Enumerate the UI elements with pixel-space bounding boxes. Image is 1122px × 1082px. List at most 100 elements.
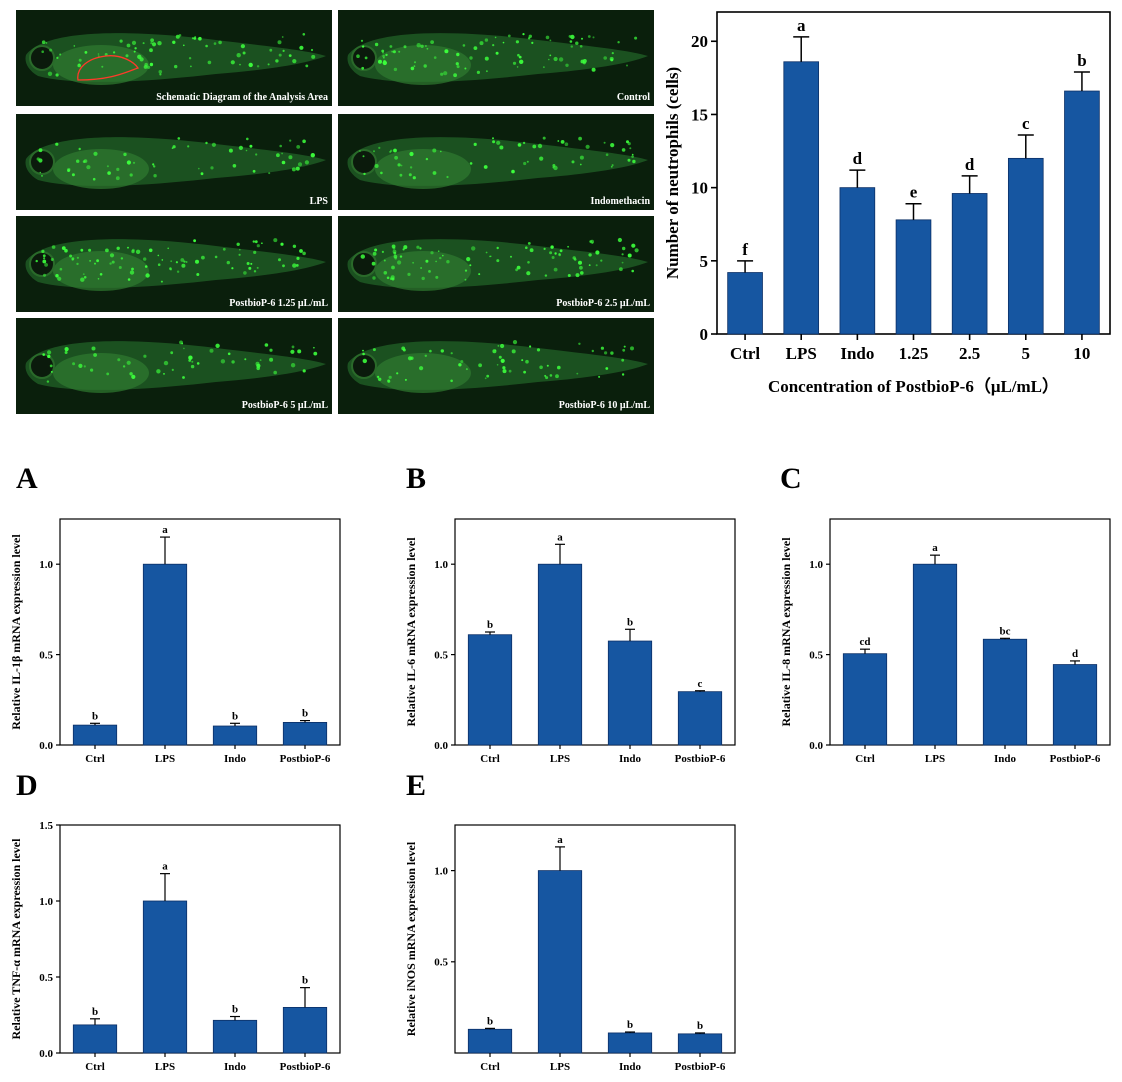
y-axis-label: Relative IL-1β mRNA expression level (9, 534, 23, 730)
y-axis-label: Relative TNF-α mRNA expression level (9, 838, 23, 1040)
y-tick-label: 15 (691, 105, 708, 124)
y-tick-label: 0 (700, 325, 709, 344)
x-tick-label: 2.5 (959, 344, 980, 363)
significance-label: b (697, 1020, 703, 1032)
y-axis-label: Number of neutrophils (cells) (663, 67, 682, 279)
larva-eye (29, 251, 55, 277)
significance-label: b (92, 1006, 98, 1018)
significance-label: c (1022, 114, 1030, 133)
y-tick-label: 0.0 (434, 740, 448, 752)
y-axis-label: Relative iNOS mRNA expression level (404, 841, 418, 1036)
bar-lps (912, 563, 958, 746)
tnfa-expression-chart: 0.0 0.5 1.0 1.5 b Ctrl a LPS b Indo b PostbioP-6 Rel… (9, 820, 341, 1073)
micrograph-label: Indomethacin (591, 196, 651, 207)
larva-yolk (375, 149, 471, 189)
significance-label: cd (860, 636, 871, 648)
neutrophil-spots (35, 238, 306, 283)
analysis-area-outline (77, 55, 140, 81)
bar-1.25 (895, 219, 932, 335)
bar-postbiop-6 (677, 691, 723, 746)
bar-5 (1007, 157, 1044, 335)
bar-postbiop-6 (282, 721, 328, 746)
y-tick-label: 20 (691, 32, 708, 51)
y-tick-label: 0.5 (434, 957, 448, 969)
significance-label: b (302, 708, 308, 720)
y-tick-label: 0.0 (39, 1048, 53, 1060)
x-tick-label: PostbioP-6 (280, 1061, 331, 1073)
micrograph-3: LPS (16, 114, 332, 210)
plot-frame (59, 824, 341, 1054)
x-tick-label: Ctrl (855, 753, 875, 765)
bar-postbiop-6 (1052, 664, 1098, 746)
x-tick-label: Ctrl (480, 753, 500, 765)
significance-label: b (487, 619, 493, 631)
significance-label: b (487, 1015, 493, 1027)
x-tick-label: Indo (994, 753, 1017, 765)
significance-label: a (557, 531, 563, 543)
micrograph-label: PostbioP-6 10 μL/mL (559, 400, 651, 411)
x-tick-label: PostbioP-6 (280, 753, 331, 765)
significance-label: a (932, 542, 938, 554)
bar-indo (982, 638, 1028, 746)
x-tick-label: LPS (155, 1061, 175, 1073)
panel-letter-E: E (406, 769, 427, 802)
neutrophil-count-chart: 0 5 10 15 20 f Ctrl a LPS d Indo e 1.25 d 2.5 c 5 b 10 Numb… (663, 11, 1111, 396)
x-tick-label: LPS (550, 1061, 570, 1073)
larva-yolk (53, 353, 149, 393)
x-tick-label: Indo (619, 753, 642, 765)
bar-ctrl (72, 1024, 118, 1054)
y-tick-label: 1.5 (39, 820, 53, 832)
y-tick-label: 0.5 (39, 649, 53, 661)
bar-lps (783, 61, 820, 335)
larva-yolk (53, 149, 149, 189)
significance-label: b (1077, 51, 1086, 70)
plot-frame (59, 518, 341, 746)
x-tick-label: PostbioP-6 (675, 753, 726, 765)
larva-eye (351, 149, 377, 175)
significance-label: d (965, 155, 975, 174)
bar-indo (839, 187, 876, 335)
il6-expression-chart: 0.0 0.5 1.0 b Ctrl a LPS b Indo c PostbioP-6 Relati… (404, 518, 736, 765)
bar-lps (537, 870, 583, 1054)
panel-letter-A: A (16, 462, 38, 495)
x-tick-label: 1.25 (899, 344, 929, 363)
micrograph-5: PostbioP-6 1.25 μL/mL (16, 216, 332, 312)
larva-eye (351, 353, 377, 379)
significance-label: a (162, 524, 168, 536)
bar-ctrl (842, 653, 888, 746)
bar-indo (607, 1032, 653, 1054)
micrograph-label: Control (617, 92, 650, 103)
micrograph-label: PostbioP-6 1.25 μL/mL (229, 298, 328, 309)
neutrophil-spots (42, 340, 318, 383)
significance-label: b (232, 1004, 238, 1016)
x-tick-label: PostbioP-6 (1050, 753, 1101, 765)
x-tick-label: Indo (840, 344, 874, 363)
larva-yolk (375, 353, 471, 393)
bar-indo (212, 1019, 258, 1054)
y-tick-label: 0.5 (434, 649, 448, 661)
inos-expression-chart: 0.5 1.0 b Ctrl a LPS b Indo b PostbioP-6 Relative … (404, 824, 736, 1073)
significance-label: a (797, 16, 806, 35)
bar-ctrl (467, 634, 513, 746)
significance-label: c (698, 678, 703, 690)
larva-eye (351, 45, 377, 71)
x-tick-label: 5 (1022, 344, 1030, 363)
bar-postbiop-6 (282, 1006, 328, 1054)
micrograph-grid: Schematic Diagram of the Analysis Area Co… (0, 0, 660, 420)
micrograph-label: PostbioP-6 2.5 μL/mL (556, 298, 650, 309)
significance-label: d (853, 149, 863, 168)
larva-yolk (53, 251, 149, 291)
plot-frame (454, 518, 736, 746)
larva-yolk (53, 45, 149, 85)
neutrophil-spots (360, 237, 639, 281)
micrograph-1: Schematic Diagram of the Analysis Area (16, 10, 332, 106)
micrograph-6: PostbioP-6 2.5 μL/mL (338, 216, 654, 312)
larva-yolk (375, 251, 471, 291)
significance-label: a (557, 834, 563, 846)
neutrophil-spots (362, 340, 634, 383)
x-tick-label: LPS (925, 753, 945, 765)
significance-label: f (742, 240, 748, 259)
significance-label: e (910, 183, 918, 202)
bar-lps (142, 900, 188, 1054)
bar-indo (607, 640, 653, 746)
